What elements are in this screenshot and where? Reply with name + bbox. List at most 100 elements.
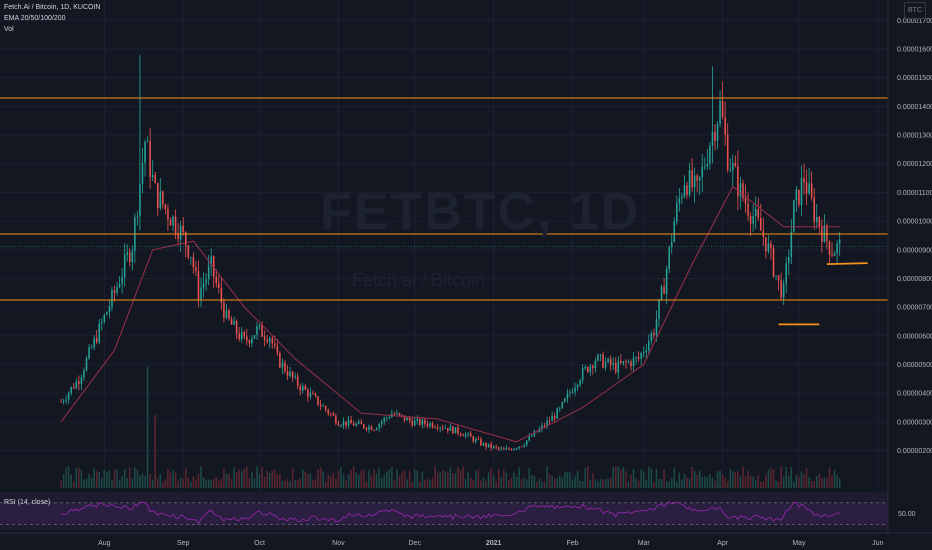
volume-bar	[197, 473, 200, 488]
symbol-title[interactable]: Fetch.Ai / Bitcoin, 1D, KUCOIN	[4, 4, 101, 11]
candle-body	[426, 423, 429, 427]
candle-body	[485, 443, 487, 447]
candle-body	[678, 198, 681, 204]
volume-bar	[706, 477, 709, 488]
candle-body	[98, 323, 100, 343]
volume-bar	[574, 476, 576, 488]
rsi-legend[interactable]: RSI (14, close)	[4, 499, 51, 506]
candle-body	[169, 219, 172, 226]
currency-button[interactable]: BTC	[904, 2, 926, 19]
volume-bar	[559, 475, 561, 488]
candle-body	[765, 236, 767, 252]
candle-body	[688, 170, 691, 195]
volume-bar	[810, 480, 813, 488]
candle-body	[686, 185, 688, 195]
candle-body	[492, 446, 495, 448]
time-tick-label: Sep	[177, 540, 190, 547]
volume-bar	[126, 477, 128, 488]
volume-bar	[469, 477, 472, 488]
volume-legend[interactable]: Vol	[4, 26, 14, 33]
candle-body	[268, 338, 271, 343]
candle-body	[602, 354, 604, 368]
volume-bar	[795, 475, 798, 488]
candle-body	[345, 421, 347, 426]
candle-body	[103, 314, 106, 322]
candlesticks	[60, 54, 841, 452]
volume-bar	[592, 472, 594, 488]
volume-bar	[676, 481, 678, 488]
volume-bar	[388, 469, 391, 488]
volume-bar	[800, 471, 803, 488]
volume-bar	[823, 477, 826, 488]
volume-bar	[520, 478, 523, 488]
candle-body	[200, 287, 202, 301]
candle-body	[497, 447, 500, 449]
candle-body	[439, 427, 441, 429]
candle-body	[836, 243, 838, 254]
candle-body	[627, 361, 630, 363]
candle-body	[314, 394, 317, 397]
candle-body	[319, 404, 322, 407]
candle-body	[121, 276, 123, 285]
candle-body	[396, 413, 398, 415]
volume-bar	[523, 477, 525, 488]
volume-bar	[716, 471, 719, 488]
candle-body	[767, 243, 770, 252]
time-tick-label: Nov	[332, 540, 345, 547]
volume-bar	[513, 472, 515, 488]
candle-body	[246, 336, 248, 341]
volume-bar	[317, 469, 319, 488]
volume-bar	[838, 478, 841, 488]
price-axis: 0.00001700 0.00001600 0.00001500 0.00001400…	[887, 0, 932, 550]
candle-body	[737, 166, 739, 197]
volume-bar	[826, 477, 828, 488]
candle-body	[416, 418, 419, 421]
price-tick-label: 0.00001200	[897, 161, 932, 168]
candle-body	[556, 408, 558, 419]
volume-bar	[391, 467, 393, 488]
candle-body	[424, 419, 426, 424]
candle-body	[403, 415, 406, 421]
candle-body	[653, 332, 655, 336]
volume-bar	[195, 479, 197, 488]
candle-body	[701, 166, 704, 177]
candle-body	[279, 352, 281, 368]
candle-body	[559, 407, 561, 409]
volume-bar	[177, 480, 179, 488]
volume-bar	[429, 480, 431, 488]
candle-body	[380, 421, 383, 425]
volume-bar	[296, 480, 299, 488]
candle-body	[235, 321, 238, 334]
candle-body	[528, 436, 531, 441]
volume-bar	[548, 473, 551, 488]
volume-bar	[187, 477, 190, 488]
candle-body	[571, 392, 574, 394]
candle-body	[508, 448, 510, 450]
volume-bar	[205, 480, 207, 488]
volume-bar	[370, 475, 373, 488]
ema-legend[interactable]: EMA 20/50/100/200	[4, 15, 66, 22]
candle-body	[335, 415, 337, 424]
volume-bar	[289, 481, 291, 488]
volume-bar	[103, 469, 106, 488]
candle-body	[589, 365, 592, 373]
volume-bar	[836, 475, 838, 488]
volume-bar	[701, 477, 704, 488]
volume-bar	[482, 477, 485, 488]
volume-bar	[424, 480, 426, 488]
volume-bar	[630, 474, 632, 488]
candle-body	[637, 357, 640, 359]
candle-body	[569, 392, 571, 394]
volume-bar	[342, 474, 345, 488]
volume-bar	[202, 477, 205, 488]
volume-bar	[85, 478, 88, 488]
volume-bar	[754, 480, 757, 488]
volume-bar	[225, 473, 228, 488]
candle-body	[790, 232, 793, 257]
volume-bar	[67, 466, 70, 488]
candle-body	[714, 131, 716, 141]
candle-body	[742, 183, 744, 199]
volume-bar	[322, 471, 324, 488]
candle-body	[357, 421, 360, 424]
